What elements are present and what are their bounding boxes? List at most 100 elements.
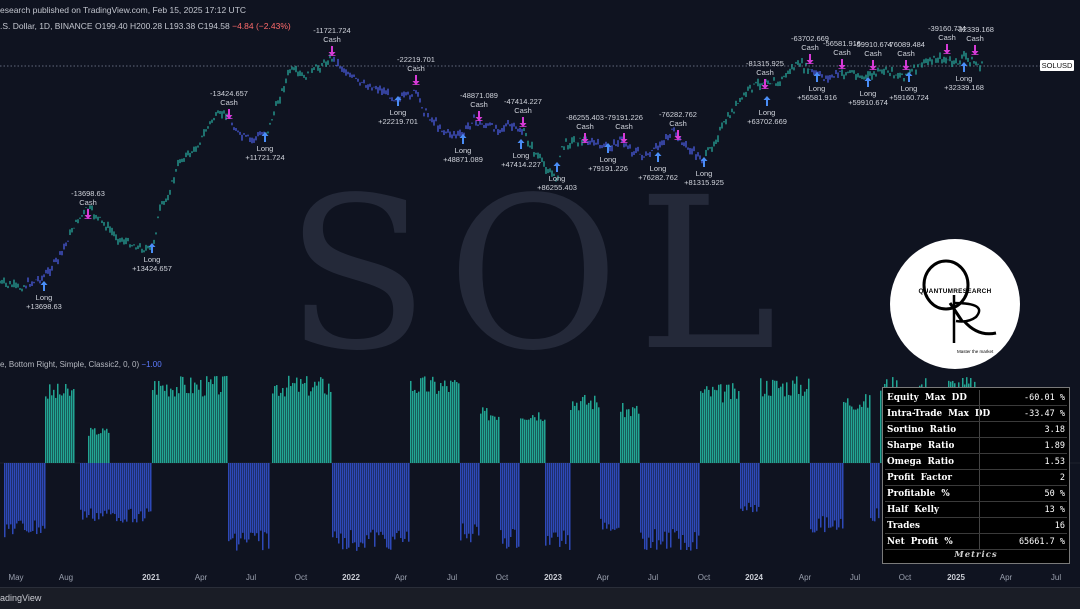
histogram-bar: [863, 401, 865, 463]
x-axis-month-label: Jul: [647, 573, 659, 582]
histogram-bar: [140, 463, 142, 512]
long-label: Long: [35, 293, 53, 302]
metrics-table: Equity Max DD -60.01 % Intra-Trade Max DD -…: [882, 387, 1070, 564]
histogram-bar: [524, 419, 526, 463]
histogram-bar: [584, 394, 586, 463]
histogram-bar: [322, 378, 324, 463]
histogram-bar: [470, 463, 472, 543]
histogram-bar: [194, 382, 196, 463]
publish-info: esearch published on TradingView.com, Fe…: [0, 5, 246, 15]
histogram-bar: [40, 463, 42, 533]
histogram-bar: [304, 382, 306, 463]
metrics-row: Profitable % 50 %: [885, 486, 1067, 502]
histogram-bar: [102, 463, 104, 517]
open-value: 199.40: [101, 21, 128, 31]
histogram-bar: [346, 463, 348, 550]
metric-row-border: [885, 517, 1067, 518]
histogram-bar: [356, 463, 358, 551]
metric-label: Intra-Trade Max DD: [887, 409, 991, 419]
histogram-bar: [284, 396, 286, 463]
histogram-bar: [336, 463, 338, 538]
histogram-bar: [6, 463, 8, 525]
histogram-bar: [102, 428, 104, 463]
histogram-bar: [758, 463, 760, 507]
histogram-bar: [32, 463, 34, 531]
histogram-bar: [104, 463, 106, 511]
cash-exit-arrow-icon: [869, 60, 877, 70]
histogram-bar: [490, 415, 492, 463]
histogram-bar: [674, 463, 676, 533]
histogram-bar: [762, 396, 764, 463]
histogram-bar: [458, 383, 460, 463]
histogram-bar: [20, 463, 22, 521]
histogram-bar: [49, 384, 51, 463]
histogram-bar: [520, 418, 522, 463]
histogram-bar: [206, 376, 208, 463]
histogram-bar: [784, 396, 786, 463]
histogram-bar: [242, 463, 244, 533]
long-amount: +47414.227: [501, 160, 541, 169]
histogram-bar: [722, 402, 724, 463]
histogram-bar: [476, 463, 478, 527]
cash-amount: -39160.724: [928, 24, 966, 33]
histogram-bar: [148, 463, 150, 512]
cash-exit-label: -22219.701 Cash: [397, 55, 435, 73]
histogram-bar: [586, 404, 588, 463]
histogram-bar: [702, 392, 704, 463]
long-entry-label: Long +59160.724: [889, 84, 929, 102]
metric-label: Sortino Ratio: [887, 425, 957, 435]
histogram-bar: [744, 463, 746, 507]
metric-divider: [979, 454, 980, 470]
histogram-bar: [876, 463, 878, 509]
cash-amount: -59910.674: [854, 40, 892, 49]
histogram-bar: [538, 412, 540, 463]
histogram-bar: [818, 463, 820, 519]
histogram-bar: [73, 389, 75, 463]
long-entry-label: Long +56581.916: [797, 84, 837, 102]
histogram-bar: [184, 384, 186, 463]
x-axis-month-label: Apr: [596, 573, 610, 582]
metrics-row: Sharpe Ratio 1.89: [885, 438, 1067, 454]
histogram-bar: [204, 395, 206, 463]
histogram-bar: [814, 463, 816, 533]
histogram-bar: [788, 394, 790, 463]
histogram-bar: [228, 463, 230, 542]
histogram-bar: [448, 391, 450, 463]
histogram-bar: [438, 390, 440, 463]
histogram-bar: [402, 463, 404, 542]
histogram-bar: [248, 463, 250, 540]
histogram-bar: [764, 393, 766, 463]
histogram-bar: [574, 405, 576, 463]
metric-label: Profit Factor: [887, 473, 953, 483]
histogram-bar: [67, 388, 69, 463]
histogram-bar: [694, 463, 696, 533]
histogram-bar: [202, 396, 204, 463]
cash-label: Cash: [79, 198, 97, 207]
cash-exit-label: -79191.226 Cash: [605, 113, 643, 131]
histogram-bar: [186, 393, 188, 463]
histogram-bar: [59, 394, 61, 463]
metric-value: 50 %: [1044, 489, 1065, 499]
histogram-bar: [880, 390, 882, 463]
histogram-bar: [530, 418, 532, 463]
histogram-bar: [766, 380, 768, 463]
histogram-bar: [126, 463, 128, 522]
histogram-bar: [372, 463, 374, 530]
histogram-bar: [404, 463, 406, 539]
histogram-bar: [312, 387, 314, 463]
histogram-bar: [30, 463, 32, 532]
long-entry-arrow-icon: [813, 72, 821, 82]
histogram-bar: [768, 395, 770, 463]
long-entry-arrow-icon: [459, 134, 467, 144]
histogram-bar: [824, 463, 826, 533]
metric-value: -60.01 %: [1024, 393, 1065, 403]
histogram-bar: [686, 463, 688, 551]
long-amount: +59910.674: [848, 98, 888, 107]
indicator-legend[interactable]: e, Bottom Right, Simple, Classic2, 0, 0)…: [0, 360, 162, 369]
ohlc-legend[interactable]: .S. Dollar, 1D, BINANCE O199.40 H200.28 …: [0, 21, 291, 31]
x-axis-month-label: Jul: [245, 573, 257, 582]
histogram-bar: [236, 463, 238, 551]
cash-exit-arrow-icon: [620, 133, 628, 143]
histogram-bar: [94, 463, 96, 521]
